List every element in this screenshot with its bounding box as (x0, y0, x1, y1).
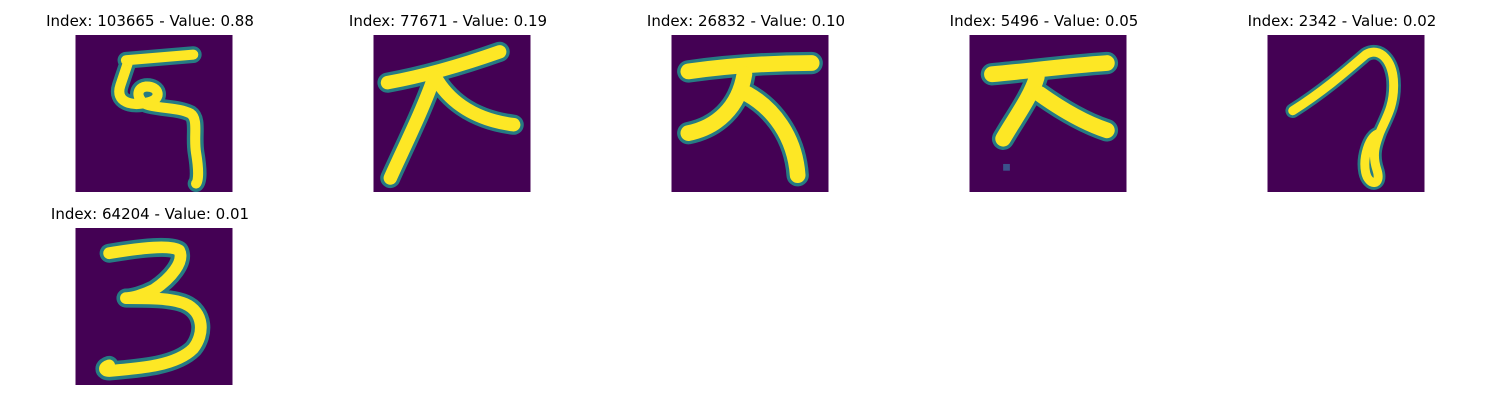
panel-title: Index: 103665 - Value: 0.88 (46, 12, 254, 30)
panel-title: Index: 2342 - Value: 0.02 (1247, 12, 1437, 30)
digit-image (373, 35, 531, 192)
image-panel-6: Index: 64204 - Value: 0.01 (0, 193, 300, 385)
image-panel-2: Index: 77671 - Value: 0.19 (298, 0, 598, 192)
panel-title: Index: 26832 - Value: 0.10 (646, 12, 846, 30)
image-panel-1: Index: 103665 - Value: 0.88 (0, 0, 300, 192)
digit-image (969, 35, 1127, 192)
panel-title: Index: 64204 - Value: 0.01 (50, 205, 250, 223)
image-panel-3: Index: 26832 - Value: 0.10 (596, 0, 896, 192)
image-panel-5: Index: 2342 - Value: 0.02 (1192, 0, 1492, 192)
image-panel-4: Index: 5496 - Value: 0.05 (894, 0, 1194, 192)
digit-image (671, 35, 829, 192)
digit-image (1267, 35, 1425, 192)
digit-image (75, 228, 233, 385)
panel-title: Index: 5496 - Value: 0.05 (949, 12, 1139, 30)
digit-image (75, 35, 233, 192)
panel-title: Index: 77671 - Value: 0.19 (348, 12, 548, 30)
